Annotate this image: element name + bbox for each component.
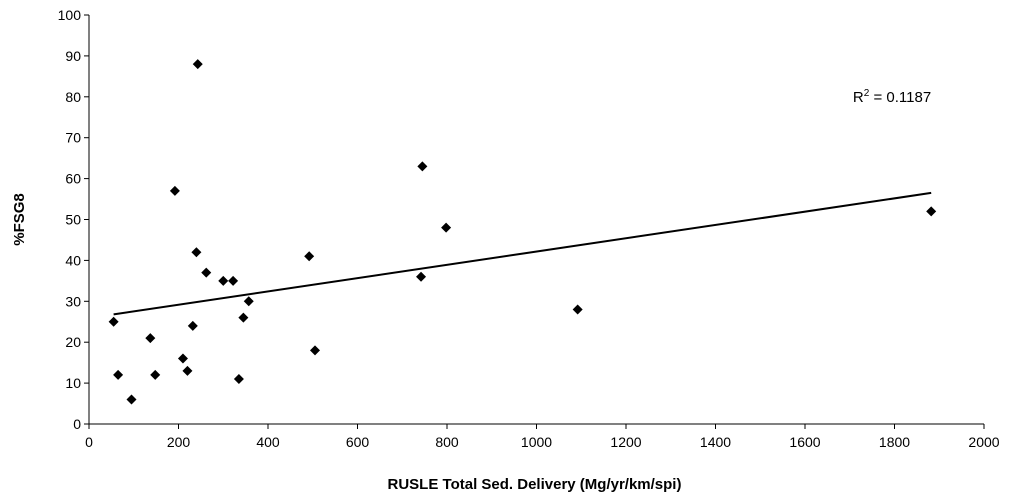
x-tick-label: 1800 (879, 434, 910, 450)
y-tick-label: 70 (65, 130, 81, 146)
data-point-16 (243, 296, 254, 307)
data-point-21 (441, 222, 452, 233)
trendline (113, 191, 932, 316)
data-point-13 (228, 275, 239, 286)
data-point-3 (145, 333, 156, 344)
y-tick-label: 60 (65, 171, 81, 187)
x-tick-label: 600 (346, 434, 370, 450)
data-point-1 (113, 369, 124, 380)
data-point-4 (150, 369, 161, 380)
x-axis-ticks: 0 200 400 600 800 1000 1200 1400 1600 1800 2000 (85, 424, 1000, 450)
data-point-5 (169, 185, 180, 196)
data-point-11 (201, 267, 212, 278)
data-point-9 (191, 247, 202, 258)
x-tick-label: 2000 (968, 434, 999, 450)
data-point-0 (108, 316, 119, 327)
y-tick-label: 100 (58, 7, 82, 23)
x-axis-title: RUSLE Total Sed. Delivery (Mg/yr/km/spi) (388, 476, 682, 493)
y-tick-label: 30 (65, 293, 81, 309)
data-point-2 (126, 394, 137, 405)
data-point-17 (304, 251, 315, 262)
data-point-10 (192, 59, 203, 70)
data-point-23 (926, 206, 937, 217)
x-tick-label: 1000 (521, 434, 552, 450)
data-point-22 (572, 304, 583, 315)
data-point-12 (218, 275, 229, 286)
data-point-15 (238, 312, 249, 323)
y-tick-label: 50 (65, 212, 81, 228)
data-points (108, 59, 937, 405)
data-point-14 (233, 374, 244, 385)
x-tick-label: 1600 (789, 434, 820, 450)
x-tick-label: 200 (167, 434, 191, 450)
r-squared-annotation: R2 = 0.1187 (853, 88, 931, 106)
y-tick-label: 20 (65, 334, 81, 350)
data-point-8 (187, 320, 198, 331)
data-point-18 (309, 345, 320, 356)
data-point-7 (182, 365, 193, 376)
y-tick-label: 10 (65, 375, 81, 391)
x-tick-label: 0 (85, 434, 93, 450)
y-tick-label: 80 (65, 89, 81, 105)
y-tick-label: 90 (65, 48, 81, 64)
y-tick-label: 40 (65, 252, 81, 268)
data-point-20 (417, 161, 428, 172)
x-tick-label: 1200 (610, 434, 641, 450)
data-point-6 (177, 353, 188, 364)
y-tick-label: 0 (73, 416, 81, 432)
y-axis-ticks: 0 10 20 30 40 50 60 70 80 90 100 (58, 7, 89, 432)
x-tick-label: 1400 (700, 434, 731, 450)
y-axis-title: %FSG8 (11, 193, 28, 246)
data-point-19 (416, 271, 427, 282)
x-tick-label: 400 (256, 434, 280, 450)
x-tick-label: 800 (435, 434, 459, 450)
